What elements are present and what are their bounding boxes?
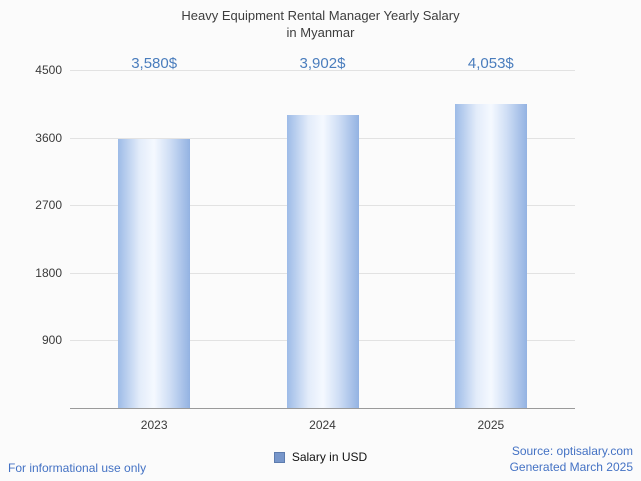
bar-value-label: 3,580$ (131, 55, 178, 72)
y-axis-tick-label: 2700 (35, 198, 62, 213)
disclaimer-text: For informational use only (8, 461, 147, 475)
gridline (70, 70, 575, 71)
y-axis-tick-label: 3600 (35, 130, 62, 145)
bar-2025[interactable] (454, 103, 527, 408)
generated-date: Generated March 2025 (509, 460, 633, 474)
y-axis-tick-label: 4500 (35, 63, 62, 77)
x-axis-tick-label: 2023 (140, 418, 168, 432)
legend: Salary in USD (0, 450, 641, 464)
bar-value-label: 4,053$ (467, 55, 514, 72)
y-axis-tick-label: 900 (41, 333, 62, 348)
bar-2023[interactable] (118, 139, 191, 408)
x-axis-tick-label: 2025 (477, 418, 505, 432)
y-axis-tick-label: 1800 (35, 265, 62, 280)
bar-value-label: 3,902$ (299, 55, 346, 72)
chart-title: Heavy Equipment Rental Manager Yearly Sa… (181, 8, 460, 40)
x-axis-tick-label: 2024 (309, 418, 336, 432)
source-link[interactable]: Source: optisalary.com (511, 444, 633, 458)
legend-label: Salary in USD (291, 450, 368, 464)
bar-2024[interactable] (286, 114, 359, 408)
legend-swatch-icon (273, 451, 285, 463)
source-attribution: Source: optisalary.com Generated March 2… (510, 443, 633, 475)
plot-area (70, 70, 575, 409)
